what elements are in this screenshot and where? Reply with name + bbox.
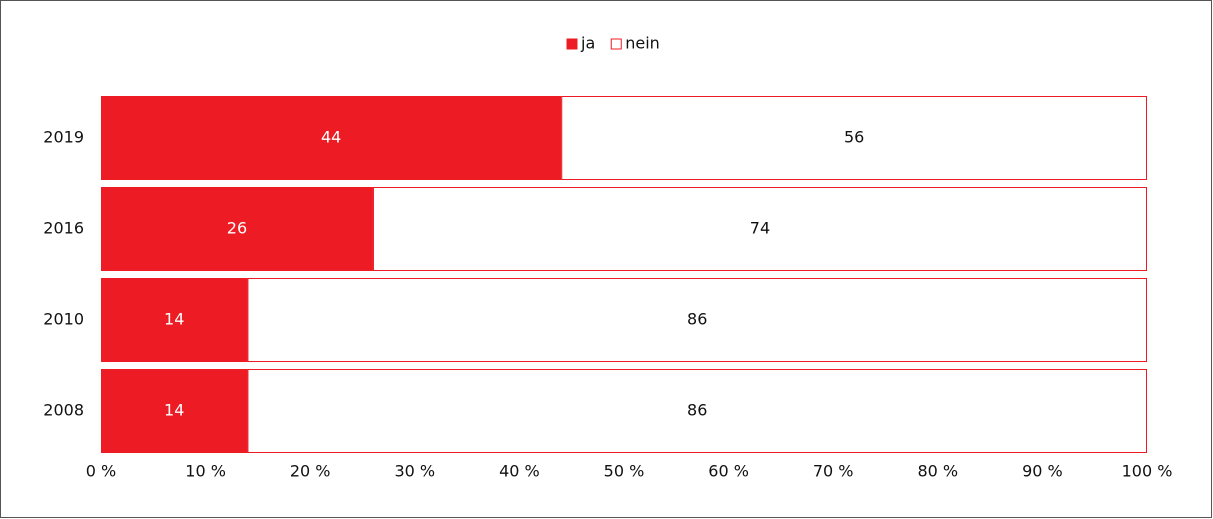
x-tick-label: 50 %	[604, 462, 645, 481]
bar-segment	[101, 96, 562, 180]
y-tick-label: 2008	[43, 401, 84, 420]
data-label: 26	[227, 219, 247, 238]
x-tick-label: 40 %	[499, 462, 540, 481]
legend-label: ja	[580, 34, 595, 53]
y-tick-label: 2016	[43, 219, 84, 238]
data-label: 86	[687, 401, 707, 420]
data-label: 44	[321, 128, 341, 147]
x-tick-label: 60 %	[708, 462, 749, 481]
data-label: 74	[750, 219, 770, 238]
x-tick-label: 80 %	[917, 462, 958, 481]
data-label: 14	[164, 401, 184, 420]
legend-swatch	[610, 38, 622, 50]
x-tick-label: 20 %	[290, 462, 331, 481]
bar-segment	[101, 369, 248, 453]
x-tick-label: 90 %	[1022, 462, 1063, 481]
data-label: 56	[844, 128, 864, 147]
legend-swatch	[566, 38, 578, 50]
x-tick-label: 100 %	[1122, 462, 1173, 481]
data-label: 86	[687, 310, 707, 329]
legend-label: nein	[625, 34, 660, 53]
y-tick-label: 2019	[43, 128, 84, 147]
bar-segment	[561, 96, 1147, 180]
data-label: 14	[164, 310, 184, 329]
bar-segment	[101, 187, 373, 271]
bar-segment	[101, 278, 248, 362]
x-tick-label: 10 %	[185, 462, 226, 481]
bar-segment	[247, 369, 1147, 453]
bar-segment	[372, 187, 1147, 271]
x-tick-label: 30 %	[394, 462, 435, 481]
bar-segment	[247, 278, 1147, 362]
y-tick-label: 2010	[43, 310, 84, 329]
x-tick-label: 0 %	[86, 462, 116, 481]
x-tick-label: 70 %	[813, 462, 854, 481]
